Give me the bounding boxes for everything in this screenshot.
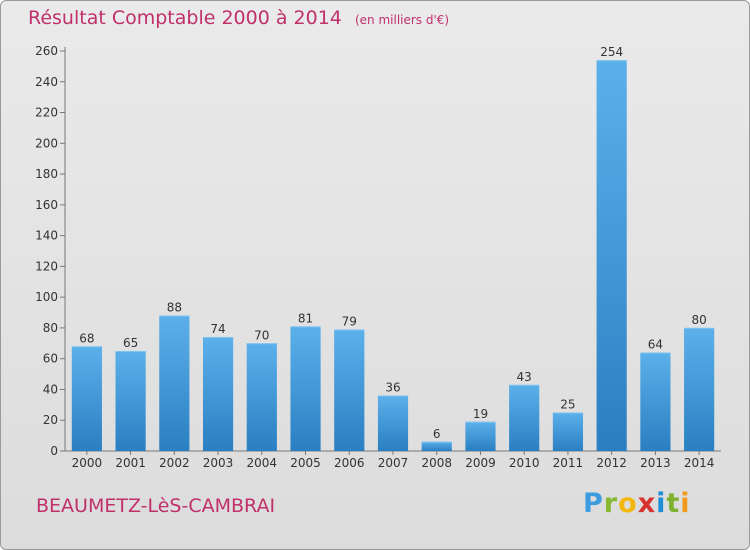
data-label: 25 [560, 398, 575, 412]
y-tick-label: 60 [43, 352, 58, 366]
y-tick-label: 180 [35, 167, 58, 181]
y-tick-label: 100 [35, 290, 58, 304]
x-tick-label: 2009 [465, 456, 496, 470]
x-tick-label: 2010 [509, 456, 540, 470]
data-label: 74 [210, 322, 225, 336]
data-label: 70 [254, 328, 269, 342]
x-tick-label: 2004 [247, 456, 278, 470]
bar [202, 337, 234, 451]
chart-unit-note: (en milliers d'€) [354, 13, 450, 27]
bar [290, 326, 321, 451]
x-tick-label: 2005 [290, 456, 321, 470]
y-tick-label: 240 [35, 75, 58, 89]
data-label: 43 [517, 370, 532, 384]
bar [246, 343, 277, 451]
bar [71, 346, 102, 451]
bar [684, 327, 715, 451]
data-label: 64 [648, 338, 663, 352]
data-label: 254 [600, 45, 623, 59]
bar [377, 395, 409, 451]
x-tick-label: 2012 [596, 456, 627, 470]
x-tick-label: 2013 [640, 456, 671, 470]
x-tick-label: 2002 [159, 456, 190, 470]
x-tick-label: 2011 [553, 456, 584, 470]
x-tick-label: 2014 [684, 456, 715, 470]
chart-title: Résultat Comptable 2000 à 2014 [28, 7, 342, 29]
bar [159, 315, 190, 451]
data-label: 68 [79, 331, 94, 345]
x-tick-label: 2008 [421, 456, 452, 470]
y-tick-label: 40 [43, 382, 58, 396]
data-label: 80 [691, 313, 706, 327]
data-label: 65 [123, 336, 138, 350]
commune-name: BEAUMETZ-LèS-CAMBRAI [36, 495, 276, 517]
chart-title-block: Résultat Comptable 2000 à 2014 (en milli… [28, 7, 449, 29]
data-label: 36 [385, 381, 400, 395]
data-label: 81 [298, 311, 313, 325]
x-tick-label: 2003 [203, 456, 234, 470]
x-tick-label: 2000 [72, 456, 103, 470]
bar [552, 412, 584, 451]
y-tick-label: 220 [35, 106, 58, 120]
data-label: 79 [342, 314, 357, 328]
y-tick-label: 140 [35, 229, 58, 243]
y-tick-label: 260 [35, 44, 58, 58]
bar [596, 60, 627, 451]
bar [115, 351, 146, 451]
y-tick-label: 160 [35, 198, 58, 212]
proxiti-logo: Proxiti [583, 488, 691, 519]
bar [465, 421, 496, 451]
y-tick-label: 0 [50, 444, 58, 458]
y-tick-label: 80 [43, 321, 58, 335]
y-tick-label: 20 [43, 413, 58, 427]
data-label: 6 [433, 427, 441, 441]
x-tick-label: 2007 [378, 456, 409, 470]
y-tick-label: 120 [35, 259, 58, 273]
bar [421, 441, 452, 451]
data-label: 19 [473, 407, 488, 421]
x-tick-label: 2001 [115, 456, 146, 470]
data-label: 88 [167, 301, 182, 315]
bar [334, 329, 365, 451]
bar [509, 384, 540, 451]
bar [640, 352, 671, 451]
y-tick-label: 200 [35, 136, 58, 150]
x-tick-label: 2006 [334, 456, 365, 470]
